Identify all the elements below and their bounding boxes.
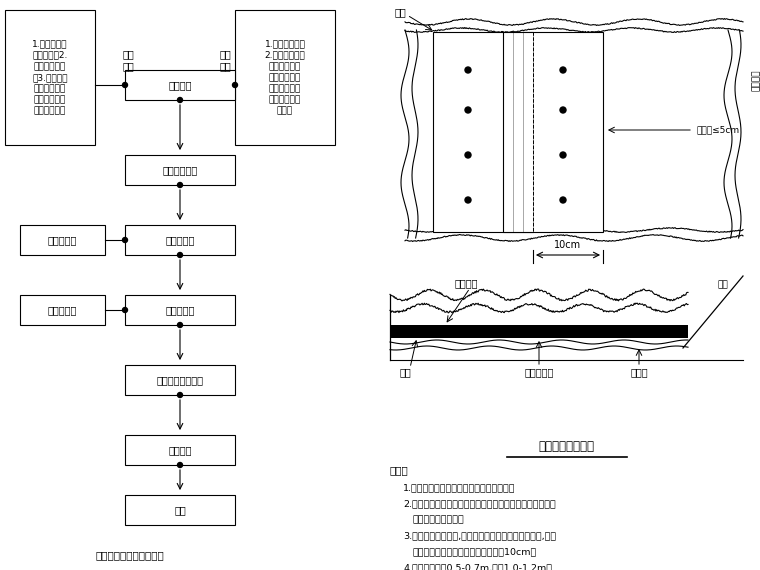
Text: 3.土工膜用射钉固定,防水板搭接在专用塑料固定夹上,搭接: 3.土工膜用射钉固定,防水板搭接在专用塑料固定夹上,搭接 xyxy=(403,531,556,540)
Text: 防水板搭接缝焊接: 防水板搭接缝焊接 xyxy=(157,375,204,385)
Circle shape xyxy=(122,238,128,242)
Text: 热熔垫片: 热熔垫片 xyxy=(455,278,479,288)
Text: 1.防水板在初期支护面未稳定前是合格处；: 1.防水板在初期支护面未稳定前是合格处； xyxy=(403,483,515,492)
Text: 10cm: 10cm xyxy=(555,240,581,250)
Text: 平部位应修复补贴；: 平部位应修复补贴； xyxy=(413,515,465,524)
Text: 射钉: 射钉 xyxy=(400,367,412,377)
Circle shape xyxy=(122,83,128,88)
Text: 1.工作台就位；
2.安装锚杆头，
外露锁锭，锚
杆头用密封帽
盖住，切断、
装丝头用砂浆
抹平。: 1.工作台就位； 2.安装锚杆头， 外露锁锭，锚 杆头用密封帽 盖住，切断、 装… xyxy=(264,40,306,115)
Circle shape xyxy=(560,197,566,203)
Circle shape xyxy=(465,152,471,158)
Text: 固定土工膜: 固定土工膜 xyxy=(166,235,195,245)
Circle shape xyxy=(465,197,471,203)
Bar xyxy=(20,295,105,325)
Bar xyxy=(235,10,335,145)
Text: 1.防水板材料
质量检查；2.
面焊缝搭接线
；3.防水板分
拣邻边端二段
截取，将裁剪
的对称卷起。: 1.防水板材料 质量检查；2. 面焊缝搭接线 ；3.防水板分 拣邻边端二段 截取… xyxy=(32,40,68,115)
Text: 验收: 验收 xyxy=(174,505,186,515)
Bar xyxy=(125,70,235,100)
Circle shape xyxy=(122,307,128,312)
Circle shape xyxy=(560,152,566,158)
Text: 2.防水板铺设前，接色表面不得存在锚杆头外露，对位必不: 2.防水板铺设前，接色表面不得存在锚杆头外露，对位必不 xyxy=(403,499,556,508)
Text: 粘接宽≤5cm: 粘接宽≤5cm xyxy=(697,125,740,135)
Bar xyxy=(125,365,235,395)
Circle shape xyxy=(560,67,566,73)
Circle shape xyxy=(178,393,182,397)
Text: 洞内
准备: 洞内 准备 xyxy=(219,49,231,71)
Bar xyxy=(125,495,235,525)
Text: 准备射钉枪: 准备射钉枪 xyxy=(48,235,78,245)
Circle shape xyxy=(465,107,471,113)
Circle shape xyxy=(178,182,182,188)
Circle shape xyxy=(178,462,182,467)
Text: 岩砼: 岩砼 xyxy=(717,280,728,290)
Text: 手动热熔器: 手动热熔器 xyxy=(48,305,78,315)
Bar xyxy=(20,225,105,255)
Circle shape xyxy=(233,83,237,88)
Text: 4.射钉间距纵约0.5-0.7m,边墙1.0-1.2m；: 4.射钉间距纵约0.5-0.7m,边墙1.0-1.2m； xyxy=(403,564,552,570)
Bar xyxy=(125,225,235,255)
Bar xyxy=(5,10,95,145)
Bar xyxy=(390,325,688,338)
Text: 土工膜: 土工膜 xyxy=(630,367,648,377)
Circle shape xyxy=(178,323,182,328)
Text: 塑料防水板: 塑料防水板 xyxy=(524,367,554,377)
Bar xyxy=(503,32,533,232)
Text: 防水板铺设施工工艺框图: 防水板铺设施工工艺框图 xyxy=(96,550,164,560)
Text: 安装排水管沟: 安装排水管沟 xyxy=(163,165,198,175)
Circle shape xyxy=(178,253,182,258)
Bar xyxy=(125,155,235,185)
Circle shape xyxy=(560,107,566,113)
Bar xyxy=(433,32,533,232)
Circle shape xyxy=(465,67,471,73)
Bar xyxy=(125,295,235,325)
Text: 准备工作: 准备工作 xyxy=(168,80,192,90)
Bar xyxy=(503,32,603,232)
Text: 射钉: 射钉 xyxy=(395,7,407,17)
Text: 隧道纵向: 隧道纵向 xyxy=(752,69,760,91)
Text: 处用热熔焊接，搭缝搭接宽度不小于10cm；: 处用热熔焊接，搭缝搭接宽度不小于10cm； xyxy=(413,548,537,556)
Circle shape xyxy=(178,97,182,103)
Text: 防水板置度: 防水板置度 xyxy=(166,305,195,315)
Text: 防水板铺设示意图: 防水板铺设示意图 xyxy=(539,441,594,454)
Text: 洞外
准备: 洞外 准备 xyxy=(122,49,134,71)
Bar xyxy=(125,435,235,465)
Text: 说明：: 说明： xyxy=(390,465,409,475)
Text: 质量检查: 质量检查 xyxy=(168,445,192,455)
